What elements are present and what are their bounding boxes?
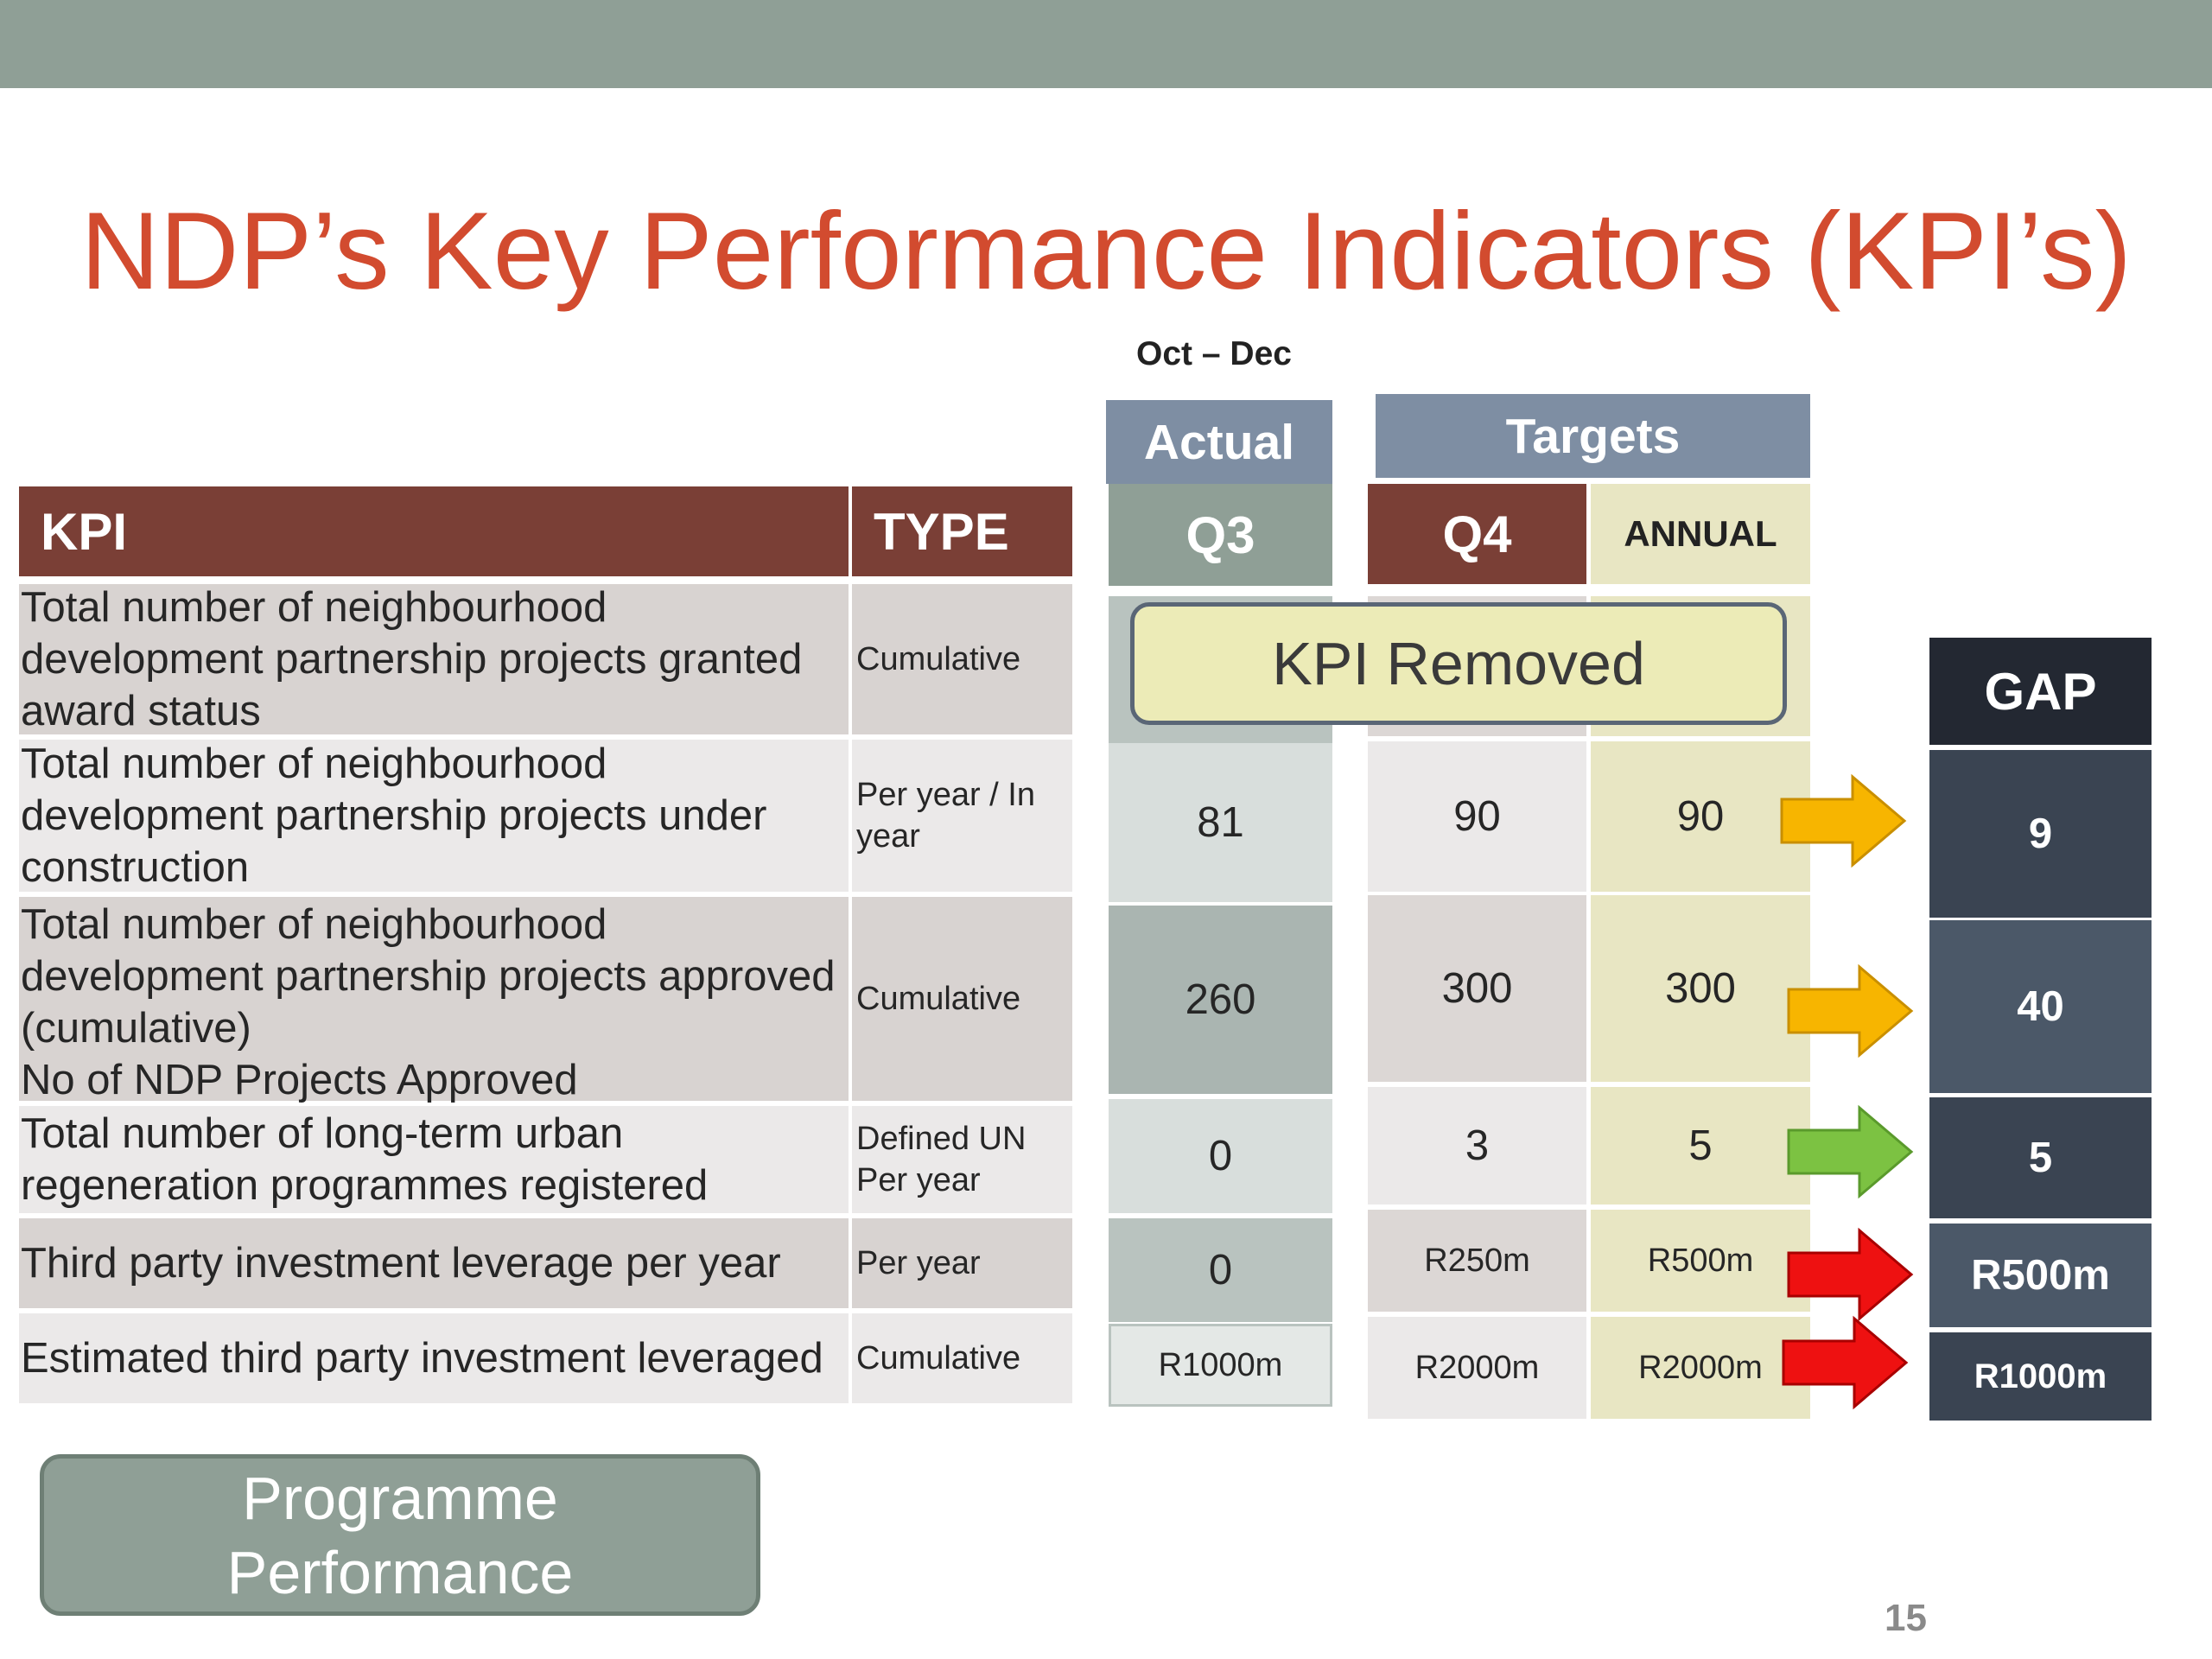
table-row-3-q3: 260 bbox=[1109, 906, 1332, 1094]
table-row-6-annual: R2000m bbox=[1591, 1317, 1810, 1419]
table-row-5-q3: 0 bbox=[1109, 1218, 1332, 1322]
period-label: Oct – Dec bbox=[1136, 335, 1292, 372]
kpi-text: Estimated third party investment leverag… bbox=[21, 1335, 823, 1382]
actual-header: Actual bbox=[1106, 400, 1332, 484]
q4-value: 3 bbox=[1465, 1122, 1490, 1169]
kpi-text: Total number of long-term urban regenera… bbox=[21, 1110, 709, 1209]
gap-value: 5 bbox=[2028, 1135, 2053, 1181]
table-row-6-gap: R1000m bbox=[1929, 1332, 2152, 1421]
programme-performance-button[interactable]: Programme Performance bbox=[40, 1454, 760, 1616]
arrow-right-icon bbox=[1787, 1104, 1914, 1199]
top-banner bbox=[0, 0, 2212, 88]
kpi-header: KPI bbox=[19, 486, 849, 576]
table-row-3-gap: 40 bbox=[1929, 920, 2152, 1093]
type-text: Per year / In year bbox=[856, 777, 1035, 855]
targets-header: Targets bbox=[1376, 394, 1810, 478]
q4-header: Q4 bbox=[1368, 484, 1586, 584]
arrow-right-icon bbox=[1780, 773, 1907, 868]
table-row-4-q4: 3 bbox=[1368, 1087, 1586, 1205]
table-row-5-gap: R500m bbox=[1929, 1224, 2152, 1327]
type-header: TYPE bbox=[852, 486, 1072, 576]
q4-value: R2000m bbox=[1414, 1349, 1540, 1386]
kpi-header-label: KPI bbox=[41, 502, 128, 561]
q3-header: Q3 bbox=[1109, 484, 1332, 586]
kpi-subtext: No of NDP Projects Approved bbox=[21, 1057, 578, 1103]
gap-value: R500m bbox=[1971, 1252, 2110, 1299]
targets-header-label: Targets bbox=[1505, 408, 1681, 464]
page-number: 15 bbox=[1885, 1597, 1927, 1639]
kpi-removed-callout: KPI Removed bbox=[1130, 602, 1787, 725]
table-row-4-annual: 5 bbox=[1591, 1087, 1810, 1205]
table-row-5-kpi: Third party investment leverage per year bbox=[19, 1218, 849, 1308]
kpi-text: Total number of neighbourhood developmen… bbox=[21, 584, 803, 734]
gap-header: GAP bbox=[1929, 638, 2152, 745]
q4-header-label: Q4 bbox=[1442, 505, 1512, 563]
actual-header-label: Actual bbox=[1143, 414, 1295, 470]
gap-value: 40 bbox=[2017, 983, 2064, 1030]
table-row-4-type: Defined UN Per year bbox=[852, 1106, 1072, 1213]
annual-value: R2000m bbox=[1638, 1349, 1763, 1386]
table-row-3-annual: 300 bbox=[1591, 895, 1810, 1082]
q4-value: R250m bbox=[1424, 1242, 1530, 1279]
kpi-text: Third party investment leverage per year bbox=[21, 1240, 781, 1287]
gap-value: 9 bbox=[2028, 810, 2053, 857]
q3-value: R1000m bbox=[1158, 1346, 1283, 1383]
table-row-2-kpi: Total number of neighbourhood developmen… bbox=[19, 740, 849, 892]
table-row-6-q3: R1000m bbox=[1109, 1324, 1332, 1407]
type-header-label: TYPE bbox=[874, 502, 1009, 561]
page-title: NDP’s Key Performance Indicators (KPI’s) bbox=[80, 189, 2132, 312]
table-row-1-type: Cumulative bbox=[852, 584, 1072, 734]
table-row-1-kpi: Total number of neighbourhood developmen… bbox=[19, 584, 849, 734]
table-row-2-q3: 81 bbox=[1109, 743, 1332, 902]
table-row-3-type: Cumulative bbox=[852, 897, 1072, 1101]
annual-header-label: ANNUAL bbox=[1624, 513, 1777, 554]
type-text: Defined UN Per year bbox=[856, 1121, 1027, 1198]
q3-value: 81 bbox=[1197, 799, 1244, 846]
q3-value: 0 bbox=[1208, 1133, 1233, 1179]
annual-value: 90 bbox=[1676, 793, 1725, 840]
q4-value: 90 bbox=[1453, 793, 1501, 840]
annual-value: 5 bbox=[1688, 1122, 1713, 1169]
table-row-5-q4: R250m bbox=[1368, 1210, 1586, 1312]
table-row-6-type: Cumulative bbox=[852, 1313, 1072, 1403]
arrow-right-icon bbox=[1782, 1315, 1909, 1410]
annual-value: 300 bbox=[1665, 965, 1736, 1012]
table-row-5-annual: R500m bbox=[1591, 1210, 1810, 1312]
q3-value: 260 bbox=[1185, 976, 1256, 1023]
table-row-5-type: Per year bbox=[852, 1218, 1072, 1308]
programme-performance-label: Programme Performance bbox=[226, 1464, 574, 1606]
table-row-2-gap: 9 bbox=[1929, 750, 2152, 918]
kpi-text: Total number of neighbourhood developmen… bbox=[21, 901, 836, 1052]
table-row-6-q4: R2000m bbox=[1368, 1317, 1586, 1419]
annual-value: R500m bbox=[1647, 1242, 1754, 1279]
q3-header-label: Q3 bbox=[1185, 505, 1255, 564]
table-row-4-kpi: Total number of long-term urban regenera… bbox=[19, 1106, 849, 1213]
type-text: Cumulative bbox=[856, 1340, 1021, 1376]
q3-value: 0 bbox=[1208, 1247, 1233, 1294]
annual-header: ANNUAL bbox=[1591, 484, 1810, 584]
type-text: Cumulative bbox=[856, 981, 1021, 1017]
q4-value: 300 bbox=[1441, 965, 1513, 1012]
gap-header-label: GAP bbox=[1984, 662, 2097, 721]
table-row-3-kpi: Total number of neighbourhood developmen… bbox=[19, 897, 849, 1103]
table-row-2-q4: 90 bbox=[1368, 741, 1586, 892]
gap-value: R1000m bbox=[1974, 1357, 2107, 1395]
table-row-6-kpi: Estimated third party investment leverag… bbox=[19, 1313, 849, 1403]
arrow-right-icon bbox=[1787, 1227, 1914, 1322]
table-row-2-type: Per year / In year bbox=[852, 740, 1072, 892]
table-row-2-annual: 90 bbox=[1591, 741, 1810, 892]
arrow-right-icon bbox=[1787, 963, 1914, 1058]
type-text: Cumulative bbox=[856, 641, 1021, 677]
kpi-text: Total number of neighbourhood developmen… bbox=[21, 741, 767, 891]
kpi-removed-label: KPI Removed bbox=[1272, 630, 1645, 697]
table-row-4-q3: 0 bbox=[1109, 1099, 1332, 1213]
type-text: Per year bbox=[856, 1245, 981, 1281]
table-row-4-gap: 5 bbox=[1929, 1097, 2152, 1218]
table-row-3-q4: 300 bbox=[1368, 895, 1586, 1082]
